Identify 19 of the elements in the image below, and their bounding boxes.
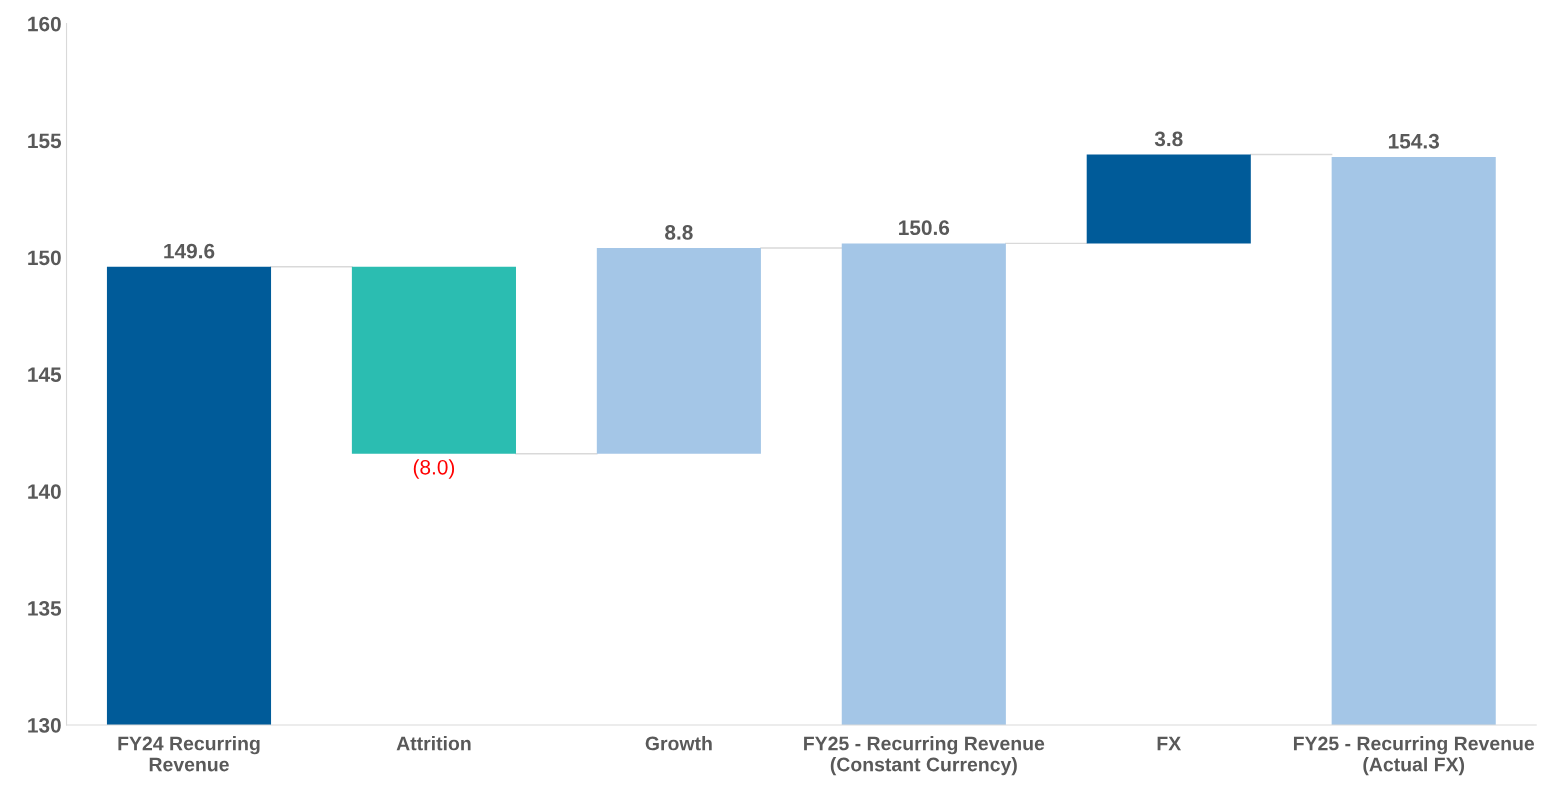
data-label: 154.3 [1388,133,1440,149]
data-label: 149.6 [164,243,215,259]
y-tick-label: 160 [28,16,61,32]
y-tick-label: 135 [28,601,62,616]
x-tick-label: FY25 - Recurring Revenue (Actual FX) [1293,736,1535,776]
x-tick-label: FY25 - Recurring Revenue (Constant Currency) [804,736,1045,776]
data-label: 150.6 [899,220,950,236]
y-tick-label: 155 [28,133,62,149]
x-tick-label: FX [1157,736,1182,751]
data-label: 8.8 [665,225,693,240]
y-tick-label: 150 [28,250,61,266]
x-tick-label: Growth [645,736,712,751]
data-label: (8.0) [413,459,455,479]
x-tick-label: Attrition [396,736,471,751]
y-tick-label: 130 [28,717,61,733]
y-tick-label: 145 [28,367,62,383]
data-label: 3.8 [1154,131,1183,147]
y-tick-label: 140 [28,484,61,499]
x-tick-label: FY24 Recurring Revenue [118,736,260,772]
